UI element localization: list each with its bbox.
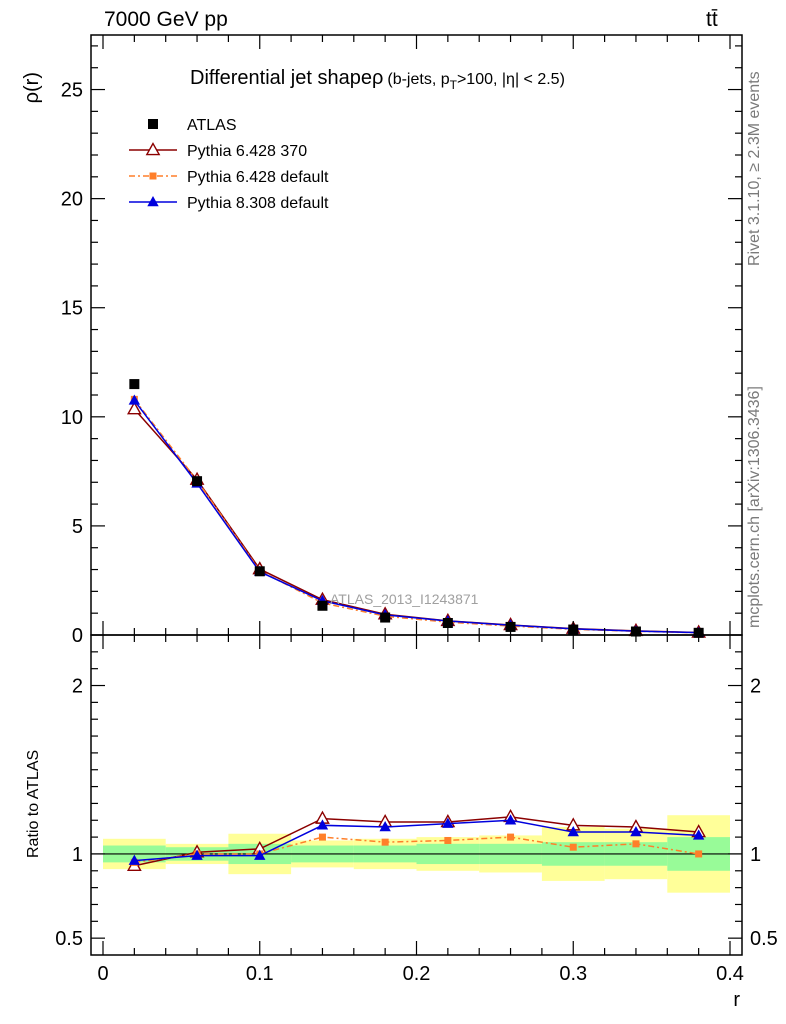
main-y-tick-label: 25 [61, 80, 83, 102]
ratio-point-pythia8-default [692, 829, 705, 840]
title-main: Differential jet shape [190, 67, 372, 89]
x-tick-label: 0.4 [716, 963, 744, 985]
main-point-atlas [380, 612, 391, 623]
process-label: tt̄ [706, 8, 718, 31]
legend-label-pythia6-370: Pythia 6.428 370 [187, 143, 307, 160]
ratio-plot-frame [90, 634, 743, 956]
main-point-atlas [192, 476, 203, 487]
x-tick-label: 0.1 [246, 963, 274, 985]
main-y-tick-label: 0 [72, 625, 83, 647]
rivet-version-label: Rivet 3.1.10, ≥ 2.3M events [746, 71, 763, 266]
ratio-point-pythia8-default [128, 854, 141, 865]
ratio-y-tick-label: 1 [72, 844, 83, 866]
ratio-point-pythia6-default [318, 833, 326, 841]
ratio-point-pythia6-default [632, 840, 640, 848]
y-axis-label-ratio: Ratio to ATLAS [25, 750, 42, 858]
main-y-tick-label: 10 [61, 407, 83, 429]
main-point-atlas [505, 621, 516, 632]
ratio-y-tick-label-right: 1 [750, 844, 761, 866]
x-tick-label: 0.3 [559, 963, 587, 985]
main-point-pythia6-370 [126, 401, 142, 415]
energy-label: 7000 GeV pp [104, 8, 228, 31]
legend-label-pythia6-default: Pythia 6.428 default [187, 169, 329, 186]
title-sub: T [450, 78, 458, 92]
y-axis-label-main: ρ(r) [21, 72, 43, 103]
x-axis-label: r [733, 989, 740, 1011]
ratio-point-pythia8-default [442, 817, 454, 828]
main-line-pythia6-default [133, 398, 699, 634]
ratio-point-pythia8-default [379, 821, 391, 832]
legend-marker-pythia6-default [149, 172, 157, 180]
mcplots-label: mcplots.cern.ch [arXiv:1306.3436] [746, 386, 763, 628]
main-point-atlas [129, 379, 140, 390]
main-point-pythia8-default [128, 394, 141, 405]
ratio-point-pythia6-default [695, 850, 703, 858]
ratio-point-pythia8-default [316, 819, 329, 830]
ratio-line-pythia6-370 [134, 816, 699, 867]
main-point-atlas [317, 600, 328, 611]
chart-title: Differential jet shapeρ (b-jets, pT>100, … [190, 67, 565, 92]
x-tick-label: 0.2 [403, 963, 431, 985]
ratio-point-pythia8-default [567, 826, 579, 837]
title-paren: (b-jets, p [387, 71, 449, 88]
ratio-y-tick-label: 2 [72, 676, 83, 698]
legend-marker-pythia8-default [147, 196, 159, 207]
ratio-point-pythia8-default [191, 849, 203, 860]
main-y-tick-label: 15 [61, 298, 83, 320]
title-paren2: >100, |η| < 2.5) [457, 71, 565, 88]
legend-marker-pythia6-370 [145, 142, 161, 156]
ratio-point-pythia8-default [630, 826, 642, 837]
ratio-point-pythia6-default [507, 833, 515, 841]
ratio-y-tick-label-right: 0.5 [750, 928, 778, 950]
ratio-point-pythia6-default [569, 843, 577, 851]
ratio-point-pythia8-default [254, 849, 266, 860]
main-point-atlas [442, 618, 453, 628]
x-tick-label: 0 [97, 963, 108, 985]
main-y-tick-label: 5 [72, 516, 83, 538]
ratio-line-pythia8-default [134, 819, 699, 862]
ratio-point-pythia8-default [504, 814, 517, 825]
legend-label-atlas: ATLAS [187, 117, 237, 134]
ratio-point-pythia6-default [381, 838, 389, 846]
legend-marker-atlas [148, 119, 158, 129]
title-rho: ρ [372, 67, 383, 89]
ratio-line-pythia6-default [134, 836, 699, 864]
main-y-tick-label: 20 [61, 189, 83, 211]
main-point-atlas [254, 566, 265, 577]
watermark: ATLAS_2013_I1243871 [330, 591, 479, 607]
legend-label-pythia8-default: Pythia 8.308 default [187, 195, 329, 212]
ratio-point-pythia6-default [444, 836, 452, 844]
ratio-y-tick-label: 0.5 [55, 928, 83, 950]
ratio-y-tick-label-right: 2 [750, 676, 761, 698]
